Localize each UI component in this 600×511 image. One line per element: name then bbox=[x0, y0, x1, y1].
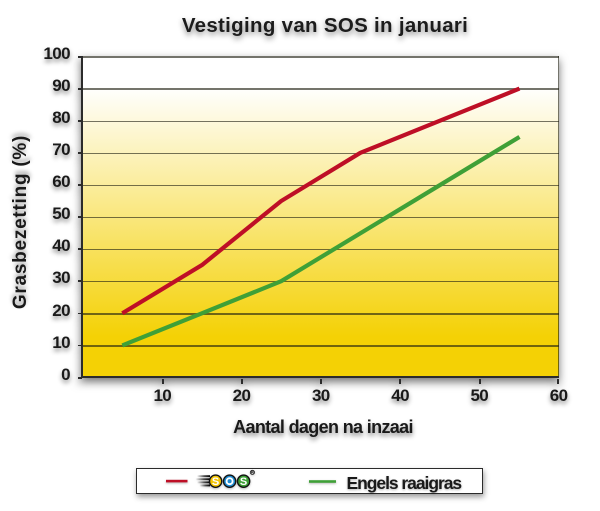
svg-text:S: S bbox=[212, 476, 219, 488]
svg-text:S: S bbox=[240, 476, 247, 488]
